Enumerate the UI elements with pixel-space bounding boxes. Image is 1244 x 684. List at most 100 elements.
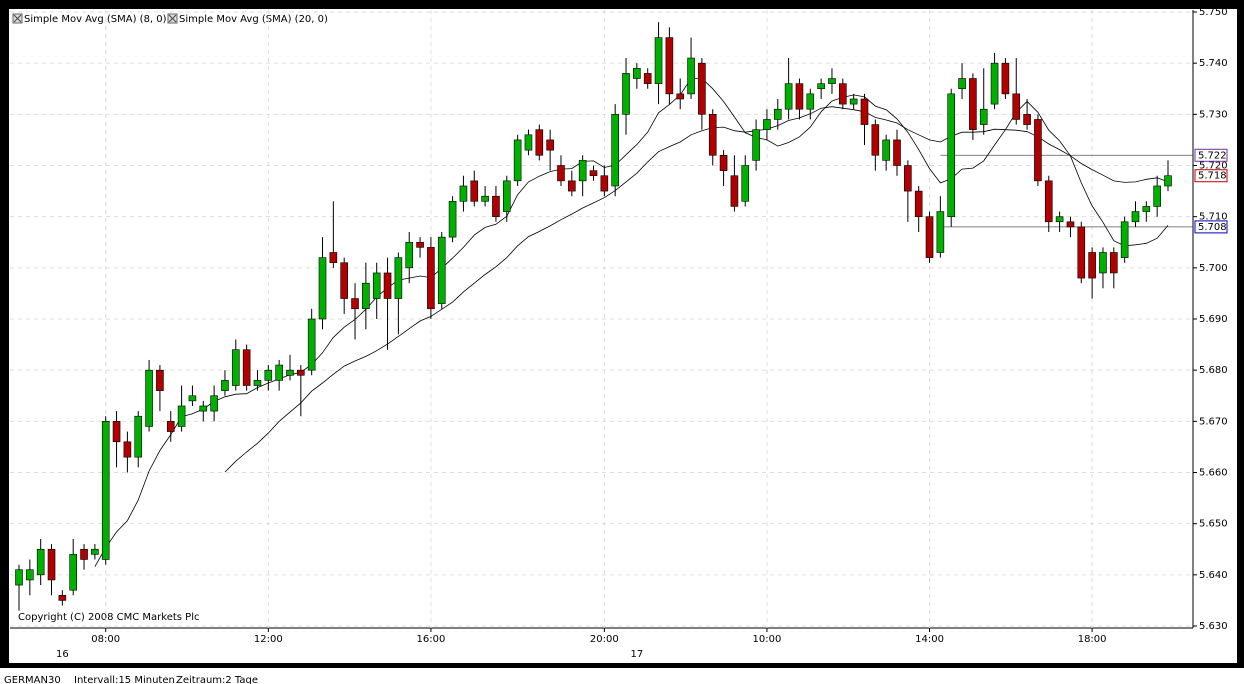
candle-body	[535, 129, 544, 156]
candle-body	[264, 369, 273, 381]
candle-body	[1012, 93, 1021, 120]
candle-body	[1099, 252, 1107, 274]
candle-body	[297, 369, 305, 376]
candle-body	[568, 180, 576, 192]
candle-body	[459, 185, 468, 202]
candle-body	[730, 175, 739, 207]
candle-body	[763, 119, 771, 130]
candle-body	[1055, 216, 1064, 223]
candle-body	[806, 93, 815, 110]
y-tick-label: 5.740	[1199, 58, 1228, 69]
candle-body	[947, 93, 956, 217]
x-tick-label: 08:00	[91, 634, 120, 645]
candle-body	[372, 272, 381, 299]
candle-body	[112, 421, 121, 443]
legend-toggle-icon	[168, 14, 177, 23]
candle-body	[1044, 180, 1053, 223]
y-tick-label: 5.700	[1199, 263, 1228, 274]
legend-label: Simple Mov Avg (SMA) (8, 0)	[24, 14, 167, 25]
y-tick-label: 5.680	[1199, 365, 1228, 376]
candle-body	[470, 180, 479, 202]
candle-body	[351, 298, 359, 310]
level-box	[1194, 148, 1228, 162]
candle-body	[1023, 114, 1031, 125]
candle-body	[665, 37, 674, 95]
candle-body	[448, 201, 457, 238]
candle-body	[969, 78, 977, 130]
y-tick-label: 5.750	[1199, 7, 1228, 18]
candle-body	[502, 180, 511, 212]
candle-body	[1110, 252, 1118, 274]
legend-toggle-icon	[13, 14, 22, 23]
candle-body	[166, 421, 175, 432]
candle-body	[687, 57, 695, 95]
candle-body	[849, 98, 858, 105]
y-tick-label: 5.630	[1199, 621, 1228, 632]
candle-body	[340, 262, 348, 299]
candle-body	[904, 165, 912, 192]
candle-body	[1077, 226, 1086, 279]
candle-body	[383, 272, 392, 299]
candle-body	[719, 154, 728, 171]
candle-body	[416, 241, 424, 248]
candle-body	[253, 380, 262, 386]
y-tick-label: 5.710	[1199, 212, 1228, 223]
x-tick-label: 12:00	[254, 634, 283, 645]
candle-body	[752, 129, 760, 161]
candle-body	[589, 170, 598, 177]
footer-period: Zeitraum:2 Tage	[176, 675, 258, 684]
candle-body	[795, 83, 804, 110]
candle-body	[91, 548, 99, 555]
day-label: 17	[630, 649, 643, 660]
candle-body	[698, 62, 706, 115]
y-tick-label: 5.660	[1199, 468, 1228, 479]
candle-body	[275, 364, 283, 381]
candle-body	[817, 83, 825, 90]
candle-body	[242, 349, 251, 386]
copyright: Copyright (C) 2008 CMC Markets Plc	[18, 612, 199, 623]
candle-body	[134, 415, 143, 458]
candle-body	[437, 236, 446, 304]
candle-body	[676, 93, 685, 100]
x-tick-label: 18:00	[1078, 634, 1107, 645]
candle-body	[231, 349, 240, 386]
footer-symbol: GERMAN30	[4, 675, 61, 684]
candle-body	[1142, 206, 1151, 212]
level-box	[1194, 220, 1228, 234]
candle-body	[15, 569, 23, 586]
candle-body	[1001, 62, 1010, 95]
sma-line	[224, 106, 1169, 473]
candle-body	[145, 369, 153, 427]
candle-body	[188, 395, 197, 402]
candle-body	[481, 195, 489, 202]
candle-body	[611, 114, 619, 187]
candle-body	[513, 139, 522, 182]
candle-body	[199, 405, 208, 412]
candle-body	[1120, 221, 1129, 258]
candle-body	[914, 190, 923, 217]
candle-body	[492, 195, 500, 217]
candle-body	[47, 548, 56, 581]
candle-body	[633, 67, 641, 79]
candle-body	[860, 98, 869, 125]
candle-body	[1088, 252, 1096, 279]
candle-body	[1153, 185, 1161, 207]
candle-body	[578, 160, 587, 182]
level-box	[1194, 169, 1228, 183]
candle-body	[557, 165, 565, 182]
candle-body	[546, 139, 554, 151]
candle-body	[524, 134, 533, 151]
candle-body	[1164, 175, 1172, 187]
y-tick-label: 5.650	[1199, 519, 1228, 530]
candle-body	[69, 554, 77, 591]
candle-body	[123, 441, 132, 458]
y-tick-label: 5.640	[1199, 570, 1228, 581]
candle-body	[36, 548, 45, 576]
y-tick-label: 5.720	[1199, 161, 1228, 172]
footer-background	[0, 668, 1244, 684]
candle-body	[177, 405, 186, 427]
candle-body	[26, 569, 34, 581]
candle-body	[979, 108, 988, 125]
y-tick-label: 5.730	[1199, 109, 1228, 120]
